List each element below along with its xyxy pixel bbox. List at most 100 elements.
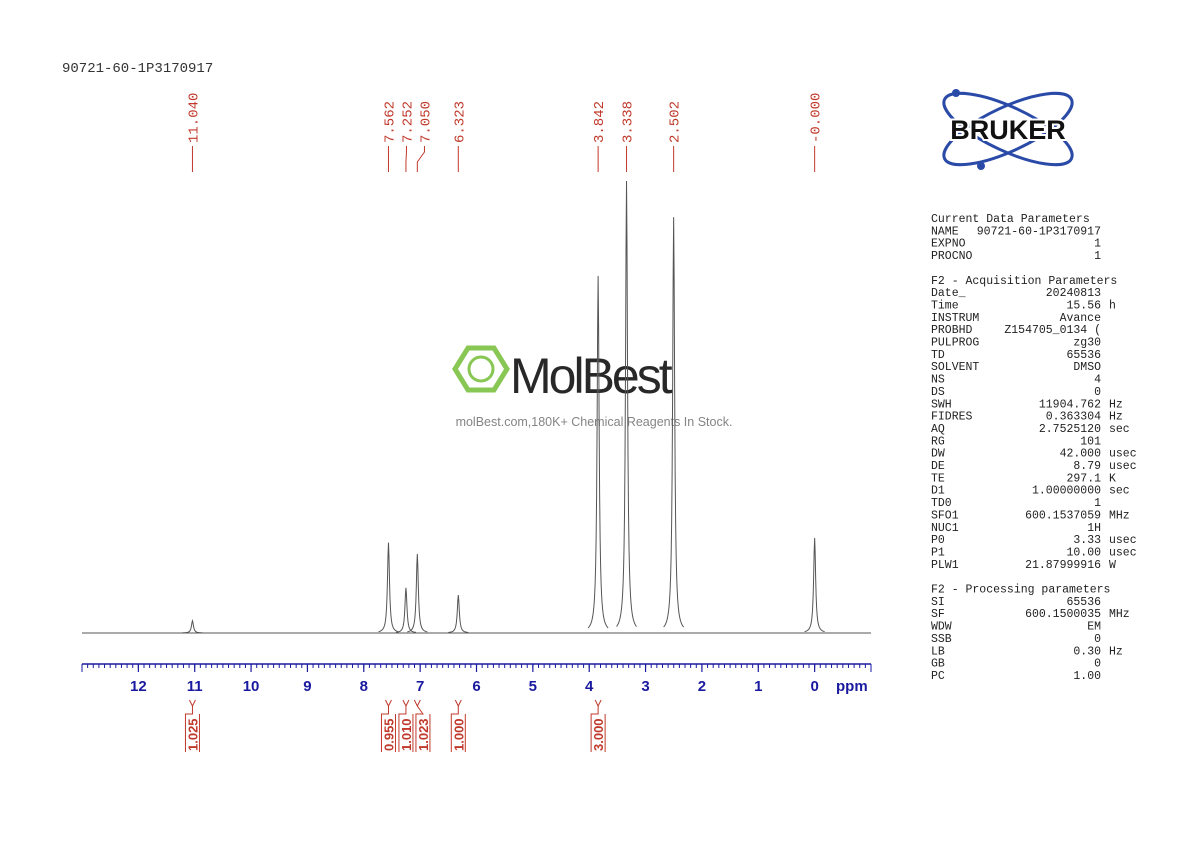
param-value: 11904.762 <box>1039 398 1101 411</box>
param-unit: h <box>1109 299 1116 312</box>
param-heading: F2 - Acquisition Parameters <box>931 275 1117 288</box>
x-tick-label: 5 <box>529 678 537 695</box>
param-key: LB <box>931 645 945 658</box>
param-key: SSB <box>931 633 952 646</box>
integral-label: 1.010 <box>399 718 414 751</box>
param-key: TD <box>931 349 945 362</box>
integral-label: 1.023 <box>416 718 431 751</box>
peak <box>448 594 469 633</box>
peak-label: 11.040 <box>186 93 202 143</box>
param-value: 0 <box>1094 658 1101 671</box>
param-key: PC <box>931 670 945 683</box>
dot <box>977 162 985 170</box>
param-unit: K <box>1109 472 1116 485</box>
param-key: Date_ <box>931 287 966 300</box>
integral-label: 1.025 <box>185 718 200 751</box>
param-key: RG <box>931 435 945 448</box>
param-unit: MHz <box>1109 608 1130 621</box>
param-value: 90721-60-1P3170917 <box>977 225 1101 238</box>
x-tick-label: 0 <box>810 678 818 695</box>
param-value: DMSO <box>1073 361 1101 374</box>
integral-leader <box>450 706 459 752</box>
dot <box>952 89 960 97</box>
param-key: AQ <box>931 423 945 436</box>
param-value: 1.00000000 <box>1032 485 1101 498</box>
x-tick-label: 8 <box>360 678 368 695</box>
param-key: NS <box>931 374 945 387</box>
x-tick-label: 4 <box>585 678 594 695</box>
peak-label: 7.252 <box>400 101 416 143</box>
param-key: SFO1 <box>931 509 959 522</box>
param-key: P1 <box>931 546 945 559</box>
param-value: 101 <box>1080 435 1101 448</box>
param-unit: Hz <box>1109 398 1123 411</box>
param-value: 65536 <box>1066 349 1101 362</box>
param-key: PROCNO <box>931 250 973 263</box>
sample-title: 90721-60-1P3170917 <box>62 61 213 77</box>
param-unit: sec <box>1109 485 1130 498</box>
integral-bracket <box>413 699 421 708</box>
integral-leader <box>590 706 599 752</box>
param-value: 2.7525120 <box>1039 423 1101 436</box>
param-value: 1 <box>1094 238 1101 251</box>
param-key: SI <box>931 596 945 609</box>
param-value: 0.30 <box>1073 645 1101 658</box>
param-value: 1.00 <box>1073 670 1101 683</box>
peak-leader <box>416 146 425 172</box>
x-tick-label: 10 <box>243 678 260 695</box>
x-tick-label: 3 <box>641 678 649 695</box>
param-key: NAME <box>931 225 959 238</box>
param-value: 600.1500035 <box>1025 608 1101 621</box>
peak <box>378 542 399 633</box>
param-value: 15.56 <box>1066 299 1101 312</box>
param-key: INSTRUM <box>931 312 979 325</box>
param-key: WDW <box>931 621 952 634</box>
param-value: 4 <box>1094 374 1101 387</box>
param-heading: F2 - Processing parameters <box>931 584 1110 597</box>
param-value: 65536 <box>1066 596 1101 609</box>
x-tick-label: 11 <box>187 678 203 695</box>
param-key: PROBHD <box>931 324 973 337</box>
integral-leader <box>398 706 407 752</box>
param-key: Time <box>931 299 959 312</box>
param-key: NUC1 <box>931 522 959 535</box>
param-key: GB <box>931 658 945 671</box>
param-key: TE <box>931 472 945 485</box>
integral-bracket <box>402 699 410 708</box>
param-unit: Hz <box>1109 411 1123 424</box>
orbit <box>942 91 1074 167</box>
peak <box>407 553 428 633</box>
param-unit: sec <box>1109 423 1130 436</box>
peak-label: 7.562 <box>382 101 398 143</box>
watermark-tagline: molBest.com,180K+ Chemical Reagents In S… <box>456 415 733 429</box>
param-value: Z154705_0134 ( <box>1004 324 1101 337</box>
param-value: 20240813 <box>1046 287 1101 300</box>
param-unit: usec <box>1109 534 1137 547</box>
param-key: FIDRES <box>931 411 973 424</box>
param-heading: Current Data Parameters <box>931 213 1090 226</box>
param-key: EXPNO <box>931 238 966 251</box>
x-tick-label: 6 <box>472 678 480 695</box>
peak-label: 7.050 <box>418 101 434 143</box>
param-key: DS <box>931 386 945 399</box>
param-value: 3.33 <box>1073 534 1101 547</box>
param-key: DE <box>931 460 945 473</box>
param-unit: W <box>1109 559 1116 572</box>
param-unit: usec <box>1109 460 1137 473</box>
param-value: 297.1 <box>1066 472 1101 485</box>
peak-label: 3.842 <box>592 101 608 143</box>
x-tick-label: 7 <box>416 678 424 695</box>
integral-label: 1.000 <box>451 718 466 751</box>
ring <box>467 355 495 383</box>
integral-label: 3.000 <box>591 718 606 751</box>
spectrum: 11.040 7.562 7.252 7.050 6.323 3.842 3.338 2.50… <box>81 93 872 752</box>
param-unit: usec <box>1109 546 1137 559</box>
peak <box>395 587 417 633</box>
param-value: 8.79 <box>1073 460 1101 473</box>
param-value: 0.363304 <box>1046 411 1101 424</box>
param-value: EM <box>1087 621 1101 634</box>
peak-label: 6.323 <box>452 101 468 143</box>
param-key: SF <box>931 608 945 621</box>
hexagon <box>452 345 510 393</box>
param-value: Avance <box>1060 312 1102 325</box>
